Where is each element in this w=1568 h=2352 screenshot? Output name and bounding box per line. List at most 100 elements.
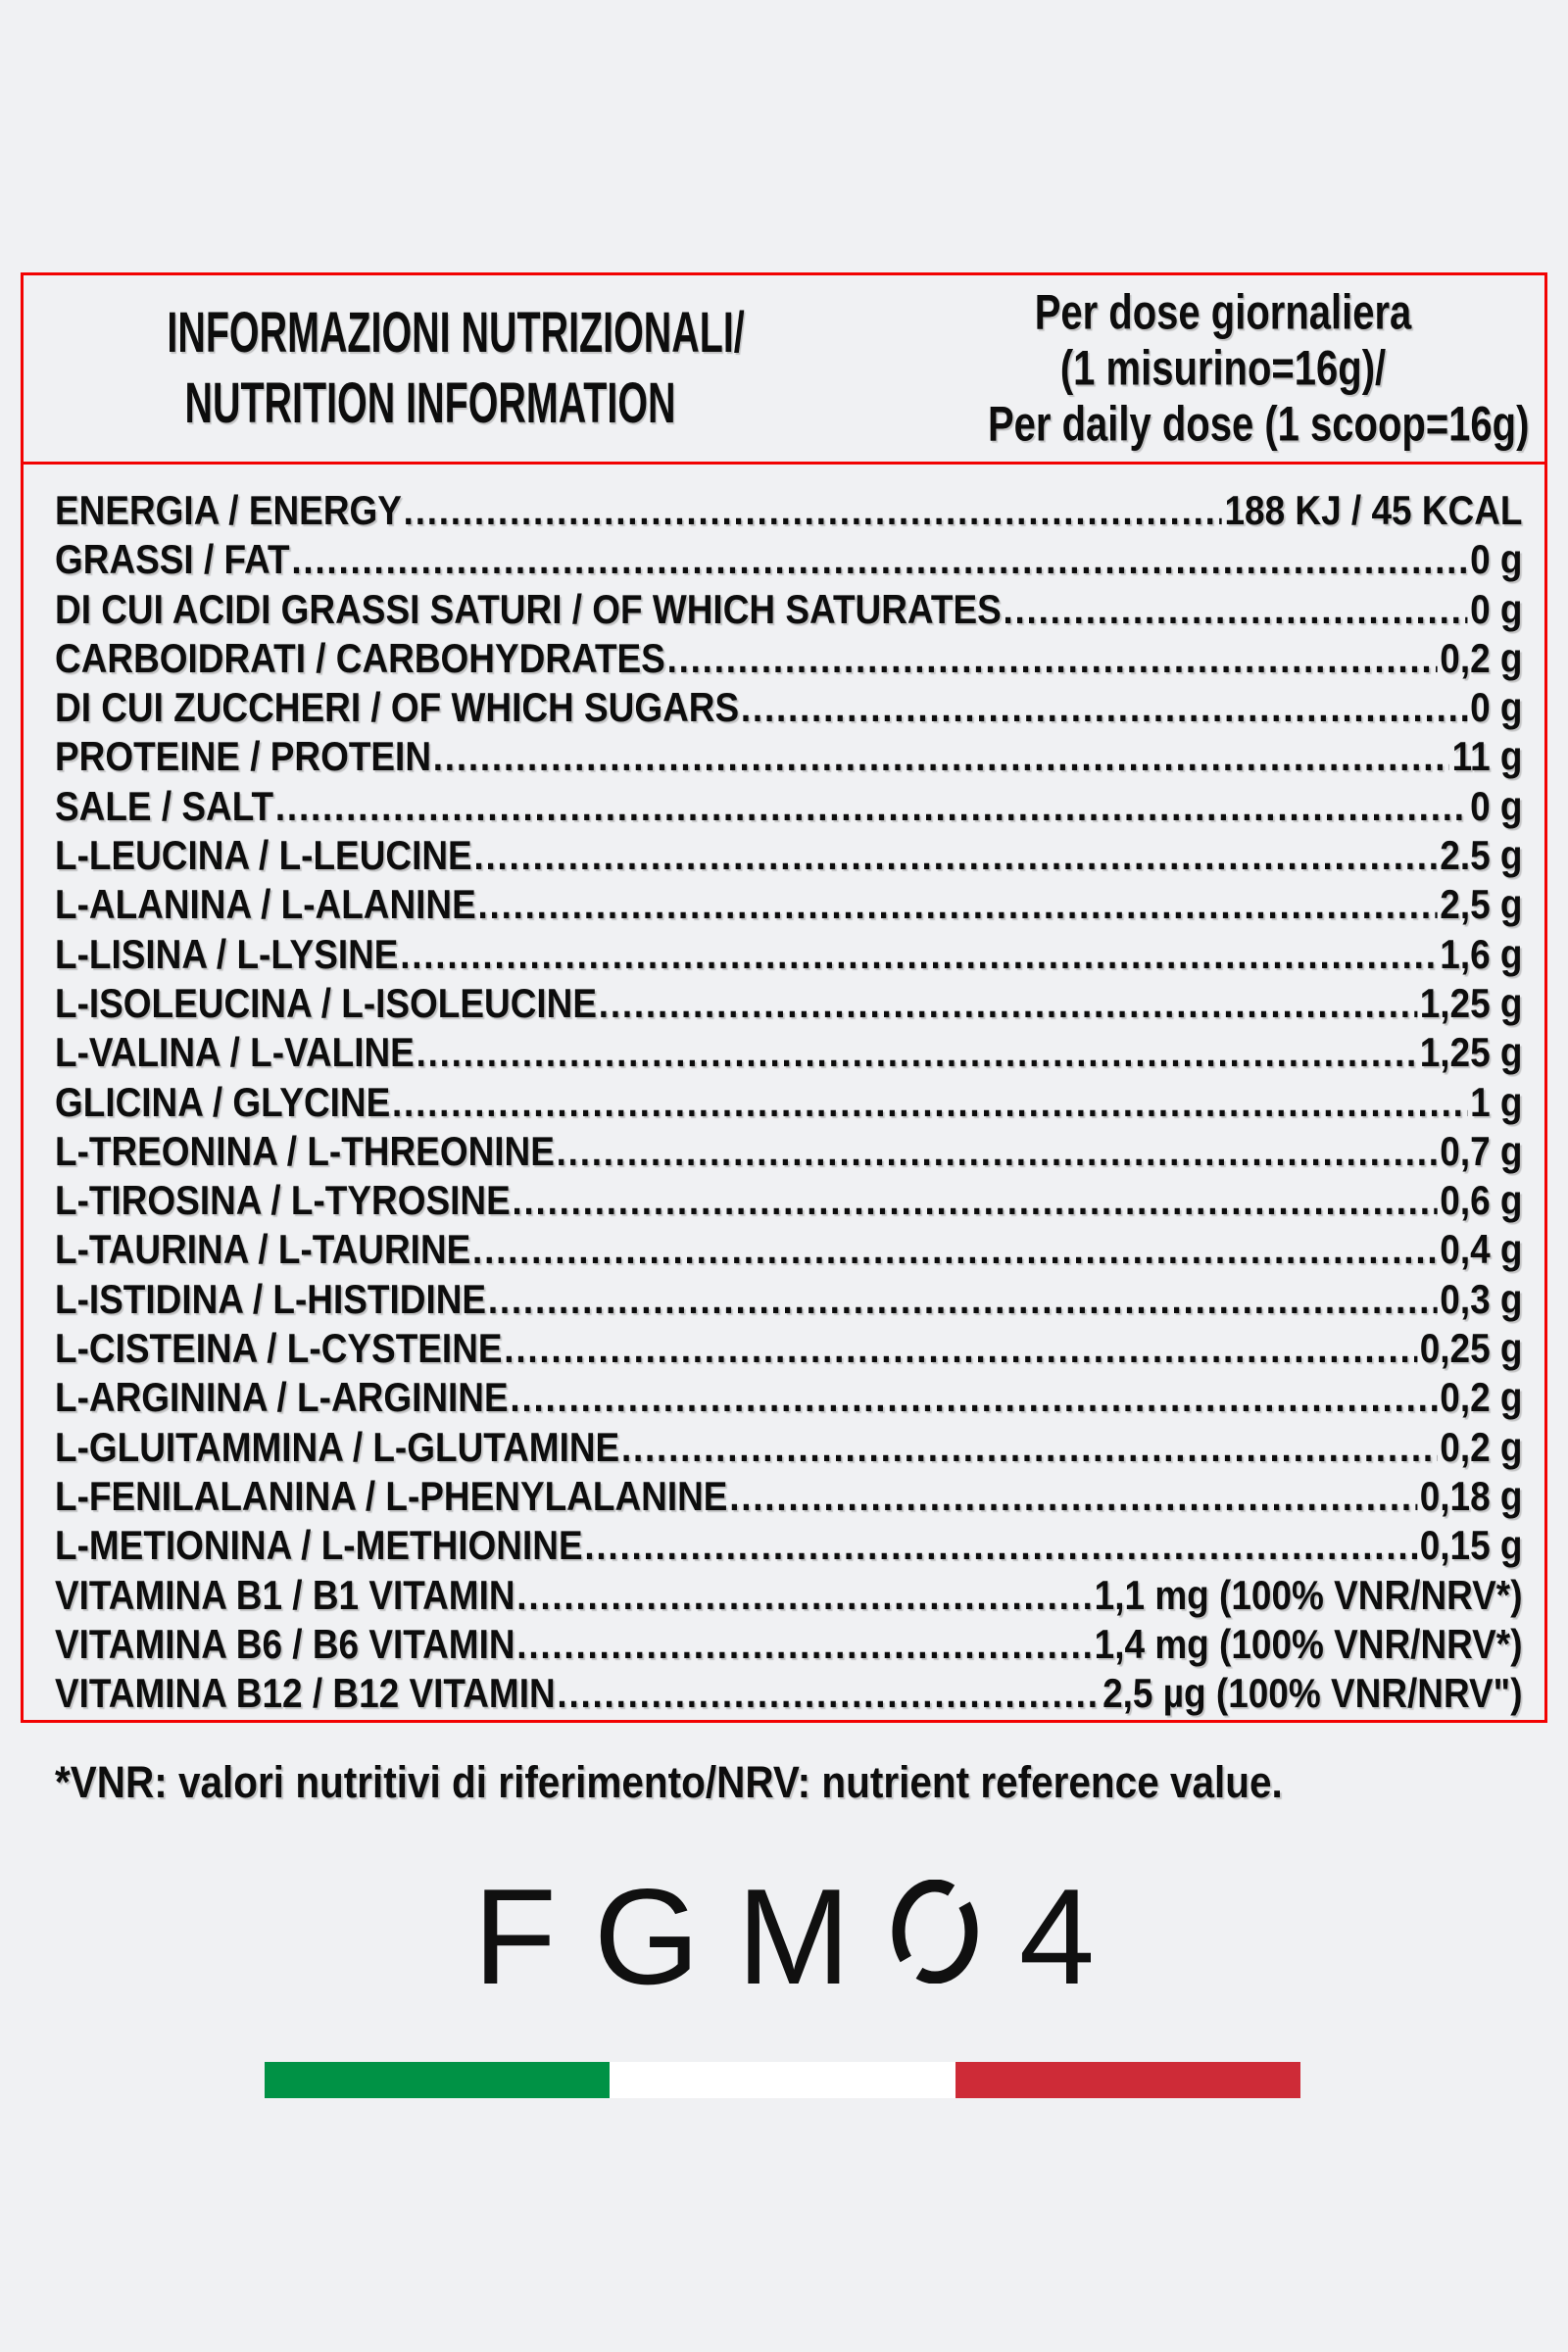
row-label: DI CUI ZUCCHERI / OF WHICH SUGARS xyxy=(55,684,740,731)
logo-o-mark xyxy=(892,1879,978,1984)
dot-leader xyxy=(557,1669,1100,1718)
dot-leader xyxy=(729,1472,1417,1521)
nutrition-title: INFORMAZIONI NUTRIZIONALI/ NUTRITION INF… xyxy=(43,298,817,439)
row-label: L-ALANINA / L-ALANINE xyxy=(55,881,476,928)
row-label: VITAMINA B1 / B1 VITAMIN xyxy=(55,1571,515,1618)
row-label: L-ISOLEUCINA / L-ISOLEUCINE xyxy=(55,979,598,1026)
row-value: 0 g xyxy=(1470,585,1523,632)
table-row: ENERGIA / ENERGY 188 KJ / 45 KCAL xyxy=(55,486,1523,535)
row-label: DI CUI ACIDI GRASSI SATURI / OF WHICH SA… xyxy=(55,585,1002,632)
row-label: ENERGIA / ENERGY xyxy=(55,487,402,533)
dot-leader xyxy=(557,1127,1438,1176)
flag-red xyxy=(955,2062,1300,2098)
dot-leader xyxy=(504,1324,1417,1373)
row-label: CARBOIDRATI / CARBOHYDRATES xyxy=(55,634,665,681)
table-row: L-FENILALANINA / L-PHENYLALANINE 0,18 g xyxy=(55,1472,1523,1521)
table-row: L-ISTIDINA / L-HISTIDINE 0,3 g xyxy=(55,1275,1523,1324)
dot-leader xyxy=(741,683,1468,732)
logo-letter-f: F xyxy=(472,1860,557,2013)
table-row: CARBOIDRATI / CARBOHYDRATES 0,2 g xyxy=(55,634,1523,683)
table-row: L-ISOLEUCINA / L-ISOLEUCINE 1,25 g xyxy=(55,979,1523,1028)
dot-leader xyxy=(488,1275,1438,1324)
logo-letter-g: G xyxy=(593,1860,700,2013)
row-value: 0,15 g xyxy=(1419,1522,1523,1569)
row-label: L-LEUCINA / L-LEUCINE xyxy=(55,832,472,879)
table-row: L-TAURINA / L-TAURINE 0,4 g xyxy=(55,1225,1523,1274)
dose-info: Per dose giornaliera (1 misurino=16g)/ P… xyxy=(929,285,1529,453)
row-value: 0 g xyxy=(1470,536,1523,583)
dot-leader xyxy=(291,535,1467,584)
dot-leader xyxy=(400,930,1437,979)
row-label: L-ISTIDINA / L-HISTIDINE xyxy=(55,1275,487,1322)
dot-leader xyxy=(472,1225,1438,1274)
table-row: DI CUI ACIDI GRASSI SATURI / OF WHICH SA… xyxy=(55,585,1523,634)
row-value: 1,25 g xyxy=(1419,1029,1523,1076)
row-value: 0 g xyxy=(1470,684,1523,731)
row-label: L-METIONINA / L-METHIONINE xyxy=(55,1522,583,1569)
nutrition-table: ENERGIA / ENERGY 188 KJ / 45 KCAL GRASSI… xyxy=(21,465,1547,1723)
dot-leader xyxy=(392,1078,1467,1127)
table-row: L-CISTEINA / L-CYSTEINE 0,25 g xyxy=(55,1324,1523,1373)
dot-leader xyxy=(667,634,1438,683)
table-row: L-LISINA / L-LYSINE 1,6 g xyxy=(55,930,1523,979)
row-label: VITAMINA B6 / B6 VITAMIN xyxy=(55,1620,515,1667)
dot-leader xyxy=(599,979,1417,1028)
flag-white xyxy=(610,2062,956,2098)
flag-green xyxy=(265,2062,611,2098)
row-value: 1 g xyxy=(1470,1078,1523,1125)
row-label: L-FENILALANINA / L-PHENYLALANINE xyxy=(55,1472,728,1519)
row-label: GLICINA / GLYCINE xyxy=(55,1078,391,1125)
table-row: PROTEINE / PROTEIN 11 g xyxy=(55,732,1523,781)
table-row: VITAMINA B12 / B12 VITAMIN 2,5 µg (100% … xyxy=(55,1669,1523,1718)
table-row: VITAMINA B1 / B1 VITAMIN 1,1 mg (100% VN… xyxy=(55,1571,1523,1620)
dot-leader xyxy=(478,880,1438,929)
table-row: L-VALINA / L-VALINE 1,25 g xyxy=(55,1028,1523,1077)
row-value: 1,25 g xyxy=(1419,979,1523,1026)
fgm04-logo: F G M 4 xyxy=(0,1860,1568,2013)
dot-leader xyxy=(1004,585,1468,634)
row-value: 188 KJ / 45 KCAL xyxy=(1224,487,1523,533)
row-value: 0,3 g xyxy=(1440,1275,1523,1322)
dot-leader xyxy=(404,486,1222,535)
row-value: 2.5 g xyxy=(1440,832,1523,879)
italian-flag-bar xyxy=(265,2062,1300,2098)
row-value: 0,25 g xyxy=(1419,1325,1523,1372)
logo-letter-m: M xyxy=(736,1860,851,2013)
row-label: L-TIROSINA / L-TYROSINE xyxy=(55,1177,511,1224)
row-label: VITAMINA B12 / B12 VITAMIN xyxy=(55,1670,556,1717)
table-row: SALE / SALT 0 g xyxy=(55,782,1523,831)
row-label: L-ARGININA / L-ARGININE xyxy=(55,1374,509,1421)
row-label: L-LISINA / L-LYSINE xyxy=(55,930,399,977)
row-label: L-CISTEINA / L-CYSTEINE xyxy=(55,1325,503,1372)
table-row: VITAMINA B6 / B6 VITAMIN 1,4 mg (100% VN… xyxy=(55,1620,1523,1669)
row-label: GRASSI / FAT xyxy=(55,536,290,583)
dot-leader xyxy=(433,732,1449,781)
table-row: GLICINA / GLYCINE 1 g xyxy=(55,1078,1523,1127)
table-row: L-GLUITAMMINA / L-GLUTAMINE 0,2 g xyxy=(55,1423,1523,1472)
row-value: 1,1 mg (100% VNR/NRV*) xyxy=(1094,1571,1523,1618)
row-value: 0,6 g xyxy=(1440,1177,1523,1224)
title-line-en: NUTRITION INFORMATION xyxy=(184,371,676,435)
row-value: 0,7 g xyxy=(1440,1127,1523,1174)
dot-leader xyxy=(510,1373,1437,1422)
table-row: L-ARGININA / L-ARGININE 0,2 g xyxy=(55,1373,1523,1422)
title-line-it: INFORMAZIONI NUTRIZIONALI/ xyxy=(167,301,745,365)
dot-leader xyxy=(584,1521,1417,1570)
dot-leader xyxy=(512,1176,1437,1225)
row-label: SALE / SALT xyxy=(55,782,274,829)
dot-leader xyxy=(473,831,1437,880)
table-row: L-LEUCINA / L-LEUCINE 2.5 g xyxy=(55,831,1523,880)
row-value: 0,2 g xyxy=(1440,1374,1523,1421)
dose-line-2: (1 misurino=16g)/ xyxy=(1059,340,1387,396)
row-value: 2,5 g xyxy=(1440,881,1523,928)
nutrition-header-box: INFORMAZIONI NUTRIZIONALI/ NUTRITION INF… xyxy=(21,272,1547,465)
row-value: 0,18 g xyxy=(1419,1472,1523,1519)
row-label: PROTEINE / PROTEIN xyxy=(55,733,432,780)
row-label: L-TREONINA / L-THREONINE xyxy=(55,1127,555,1174)
row-value: 0,2 g xyxy=(1440,1423,1523,1470)
row-value: 0,2 g xyxy=(1440,634,1523,681)
row-value: 11 g xyxy=(1451,733,1523,780)
dot-leader xyxy=(416,1028,1418,1077)
row-label: L-GLUITAMMINA / L-GLUTAMINE xyxy=(55,1423,620,1470)
